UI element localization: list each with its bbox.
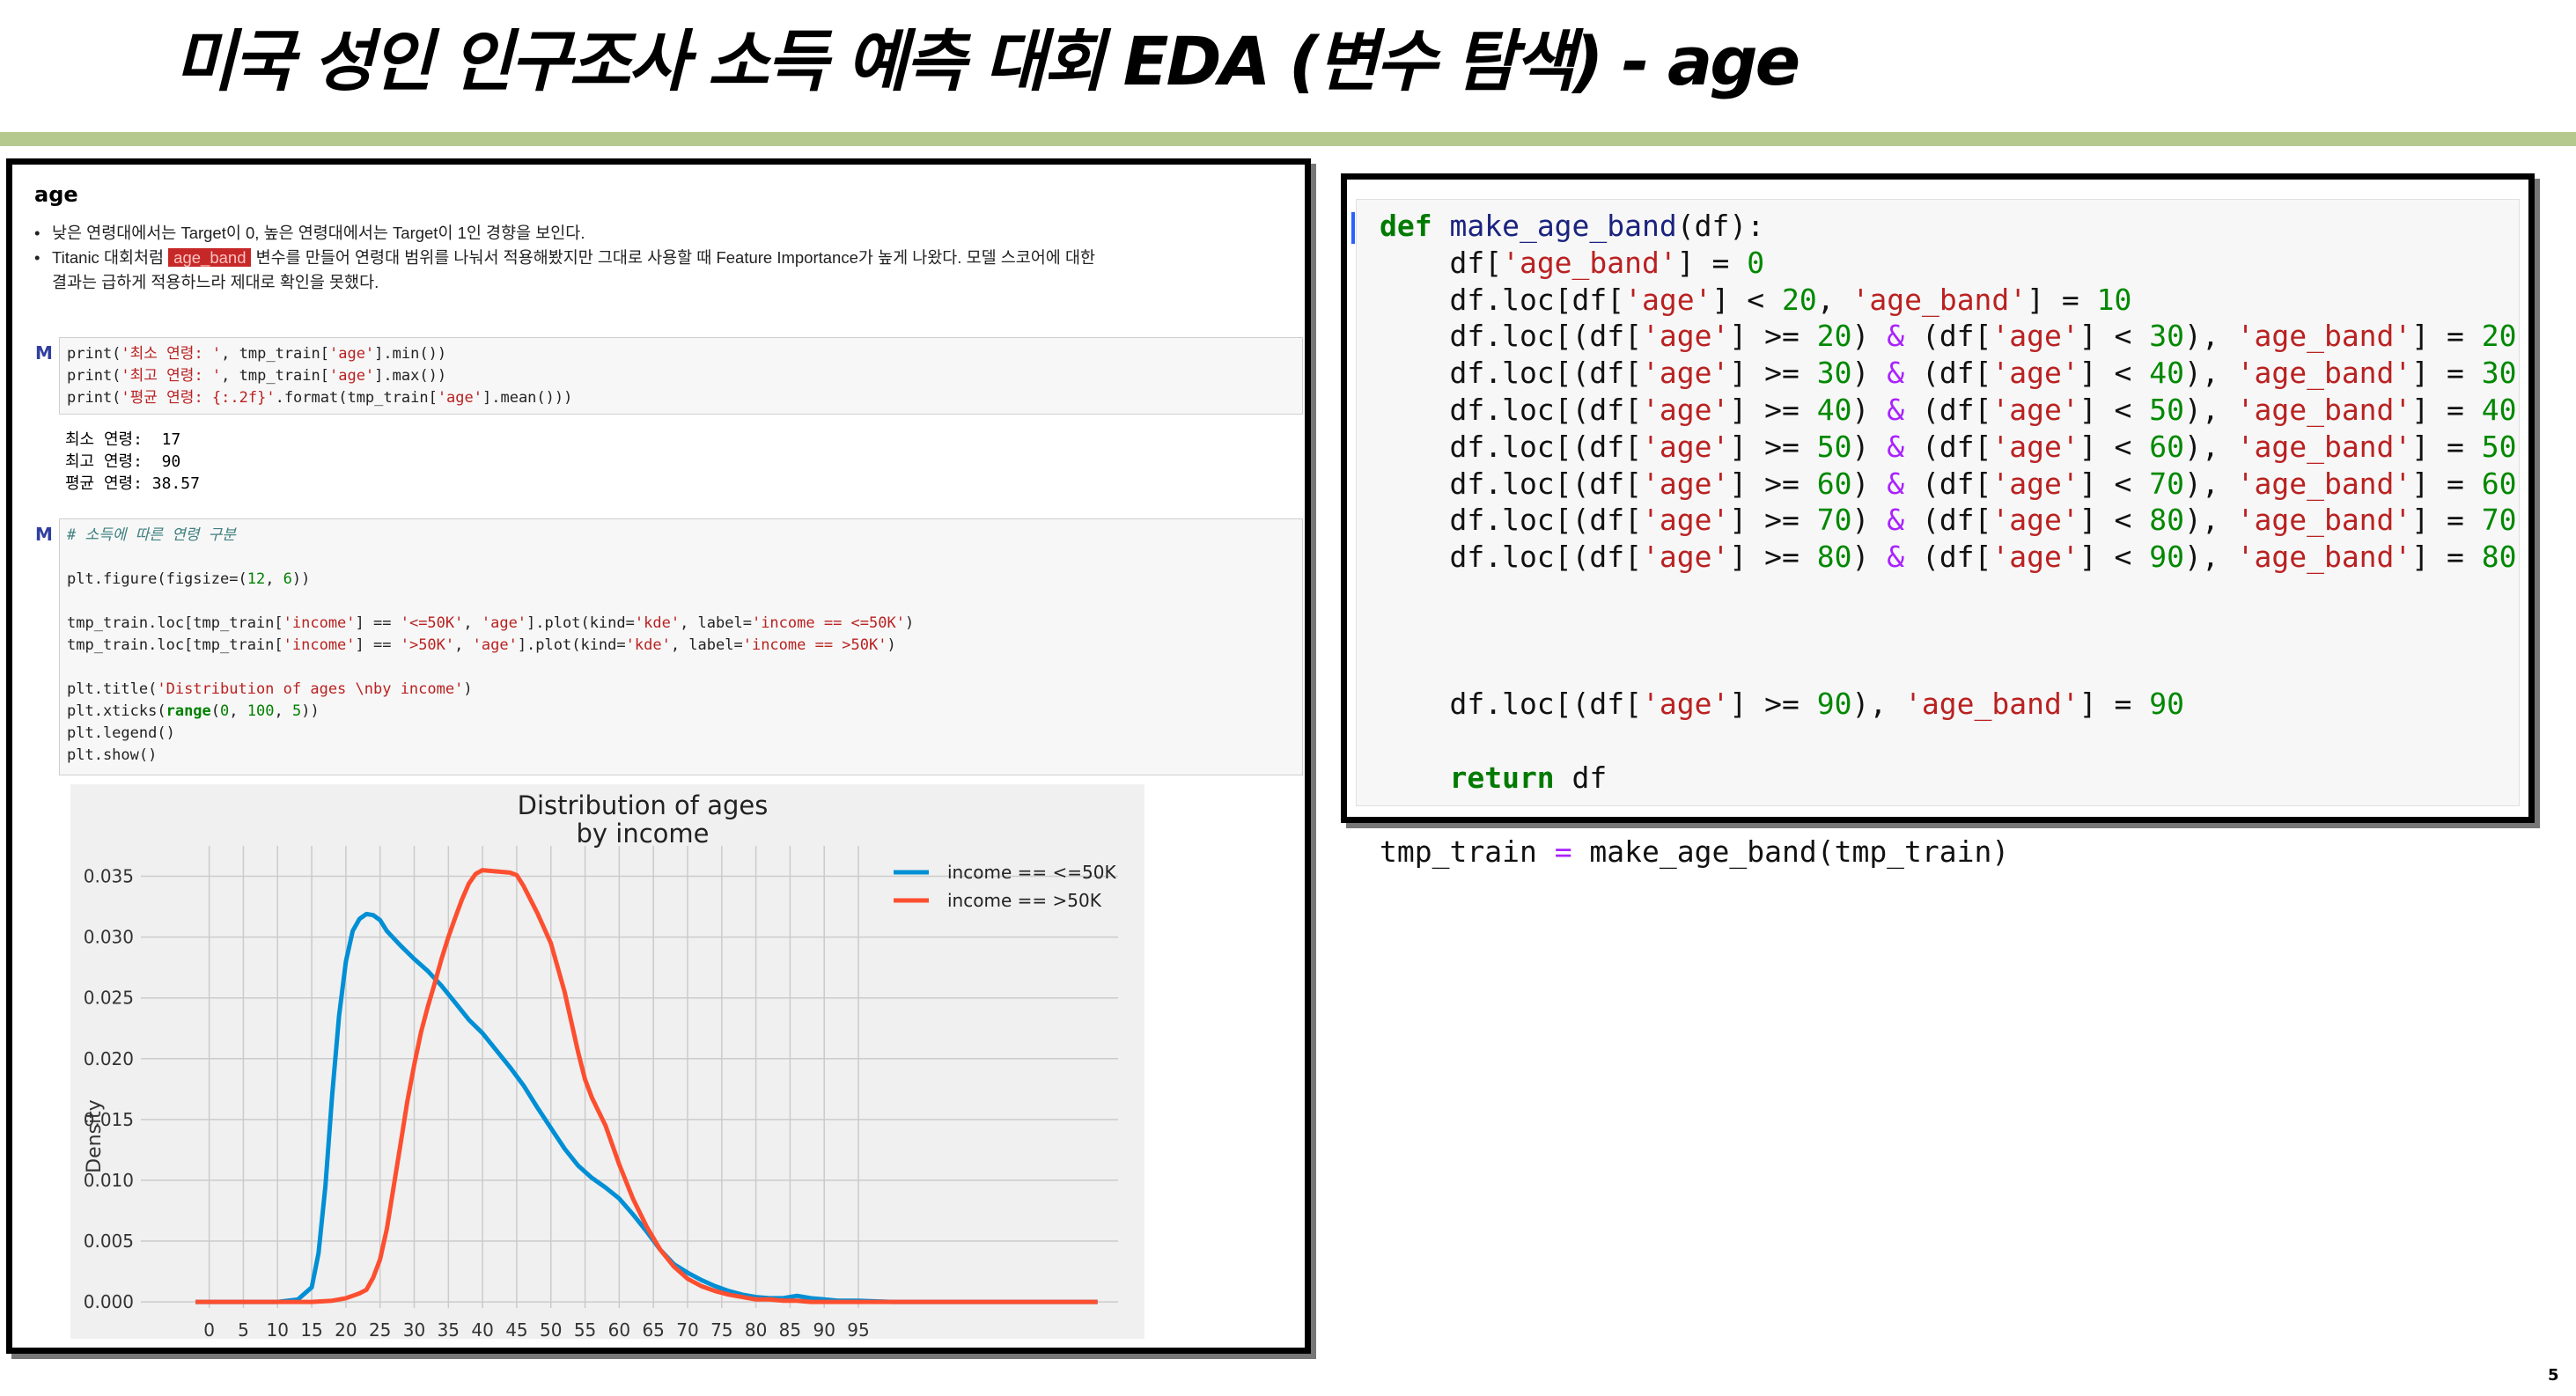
- notebook-panel: age 낮은 연령대에서는 Target이 0, 높은 연령대에서는 Targe…: [6, 158, 1311, 1354]
- code-line: print('평균 연령: {:.2f}'.format(tmp_train['…: [67, 389, 573, 407]
- chart-subtitle: by income: [576, 819, 709, 849]
- code-line: plt.xticks(range(0, 100, 5)): [67, 702, 320, 720]
- run-cell-icon[interactable]: M: [35, 524, 53, 545]
- code-editor[interactable]: def make_age_band(df): df['age_band'] = …: [1351, 199, 2520, 869]
- code-line: return df: [1380, 760, 1608, 795]
- code-line: df.loc[df['age'] < 20, 'age_band'] = 10: [1380, 282, 2132, 317]
- code-line: tmp_train.loc[tmp_train['income'] == '>5…: [67, 636, 896, 654]
- cell-output: 최소 연령: 17: [65, 430, 181, 449]
- legend-label-high: income == >50K: [947, 890, 1102, 911]
- title-divider: [0, 132, 2576, 146]
- series-line-income-low: [195, 911, 1098, 1304]
- code-line: print('최고 연령: ', tmp_train['age'].max()): [67, 367, 447, 385]
- y-tick-label: 0.030: [84, 927, 134, 948]
- x-tick-label: 15: [300, 1319, 322, 1339]
- bullet-text: 낮은 연령대에서는 Target이 0, 높은 연령대에서는 Target이 1…: [52, 224, 585, 242]
- x-tick-label: 90: [813, 1319, 835, 1339]
- x-tick-label: 45: [505, 1319, 527, 1339]
- age-band-tag: age_band: [168, 248, 252, 267]
- x-tick-label: 20: [335, 1319, 357, 1339]
- markdown-heading: age: [34, 182, 78, 207]
- x-tick-label: 30: [403, 1319, 425, 1339]
- code-line: df.loc[(df['age'] >= 60) & (df['age'] < …: [1380, 466, 2517, 501]
- code-cell-2[interactable]: # 소득에 따른 연령 구분 plt.figure(figsize=(12, 6…: [59, 518, 1303, 775]
- code-line: print('최소 연령: ', tmp_train['age'].min()): [67, 345, 447, 363]
- y-tick-label: 0.000: [84, 1291, 134, 1312]
- code-line: df.loc[(df['age'] >= 40) & (df['age'] < …: [1380, 393, 2517, 427]
- x-tick-label: 70: [676, 1319, 698, 1339]
- code-line: tmp_train.loc[tmp_train['income'] == '<=…: [67, 614, 915, 632]
- cell-output: 평균 연령: 38.57: [65, 474, 200, 493]
- slide-title: 미국 성인 인구조사 소득 예측 대회 EDA (변수 탐색) - age: [174, 22, 1800, 100]
- bullet-item: 낮은 연령대에서는 Target이 0, 높은 연령대에서는 Target이 1…: [34, 221, 1302, 246]
- x-tick-label: 10: [267, 1319, 289, 1339]
- code-line: plt.show(): [67, 746, 158, 764]
- x-tick-label: 85: [779, 1319, 801, 1339]
- x-tick-label: 65: [642, 1319, 664, 1339]
- code-line: df.loc[(df['age'] >= 70) & (df['age'] < …: [1380, 503, 2517, 538]
- y-axis-label: Density: [84, 1099, 106, 1173]
- x-tick-label: 80: [745, 1319, 767, 1339]
- x-tick-label: 95: [847, 1319, 869, 1339]
- code-line: df.loc[(df['age'] >= 20) & (df['age'] < …: [1380, 319, 2517, 354]
- legend-label-low: income == <=50K: [947, 862, 1116, 883]
- y-tick-label: 0.025: [84, 988, 134, 1009]
- chart-legend: income == <=50K income == >50K: [894, 862, 1116, 911]
- bullet-item: Titanic 대회처럼 age_band 변수를 만들어 연령대 범위를 나눠…: [34, 246, 1302, 295]
- bullet-text: 변수를 만들어 연령대 범위를 나눠서 적용해봤지만 그대로 사용할 때 Fea…: [251, 248, 1096, 267]
- x-tick-label: 25: [369, 1319, 391, 1339]
- code-comment: # 소득에 따른 연령 구분: [67, 526, 236, 544]
- y-tick-label: 0.020: [84, 1048, 134, 1069]
- code-cell-1[interactable]: print('최소 연령: ', tmp_train['age'].min())…: [59, 337, 1303, 415]
- code-line: plt.figure(figsize=(12, 6)): [67, 570, 311, 588]
- code-line: df['age_band'] = 0: [1380, 245, 1765, 280]
- markdown-bullets: 낮은 연령대에서는 Target이 0, 높은 연령대에서는 Target이 1…: [34, 221, 1302, 295]
- run-cell-icon[interactable]: M: [35, 342, 53, 364]
- x-tick-label: 40: [471, 1319, 493, 1339]
- cell-output: 최고 연령: 90: [65, 452, 181, 471]
- x-tick-label: 60: [608, 1319, 630, 1339]
- y-tick-label: 0.035: [84, 866, 134, 887]
- series-line-income-high: [195, 868, 1098, 1304]
- x-tick-label: 75: [710, 1319, 732, 1339]
- y-tick-label: 0.005: [84, 1231, 134, 1252]
- code-line: df.loc[(df['age'] >= 30) & (df['age'] < …: [1380, 356, 2517, 391]
- chart-title: Distribution of ages: [518, 790, 769, 820]
- cursor-marker: [1351, 212, 1355, 244]
- x-tick-label: 0: [203, 1319, 215, 1339]
- code-panel: def make_age_band(df): df['age_band'] = …: [1341, 173, 2535, 869]
- code-line: tmp_train = make_age_band(tmp_train): [1380, 834, 2010, 869]
- code-line: df.loc[(df['age'] >= 90), 'age_band'] = …: [1380, 687, 2184, 722]
- y-tick-label: 0.010: [84, 1170, 134, 1191]
- kde-chart: 0 5 10 15 20 25 30 35 40 45 50 55 60 65 70 75 80 85 90 95 0.…: [70, 784, 1144, 1339]
- x-tick-label: 50: [540, 1319, 562, 1339]
- x-tick-label: 35: [438, 1319, 460, 1339]
- code-line: df.loc[(df['age'] >= 50) & (df['age'] < …: [1380, 429, 2517, 464]
- code-line: df.loc[(df['age'] >= 80) & (df['age'] < …: [1380, 540, 2517, 575]
- page-number: 5: [2548, 1366, 2559, 1385]
- bullet-text: Titanic 대회처럼: [52, 248, 169, 267]
- bullet-text: 결과는 급하게 적용하느라 제대로 확인을 못했다.: [52, 273, 379, 291]
- code-line: def make_age_band(df):: [1380, 209, 1765, 243]
- x-tick-label: 5: [238, 1319, 249, 1339]
- code-line: plt.title('Distribution of ages \nby inc…: [67, 680, 473, 698]
- y-tick-label: 0.015: [84, 1109, 134, 1130]
- code-line: plt.legend(): [67, 724, 175, 742]
- x-tick-label: 55: [574, 1319, 596, 1339]
